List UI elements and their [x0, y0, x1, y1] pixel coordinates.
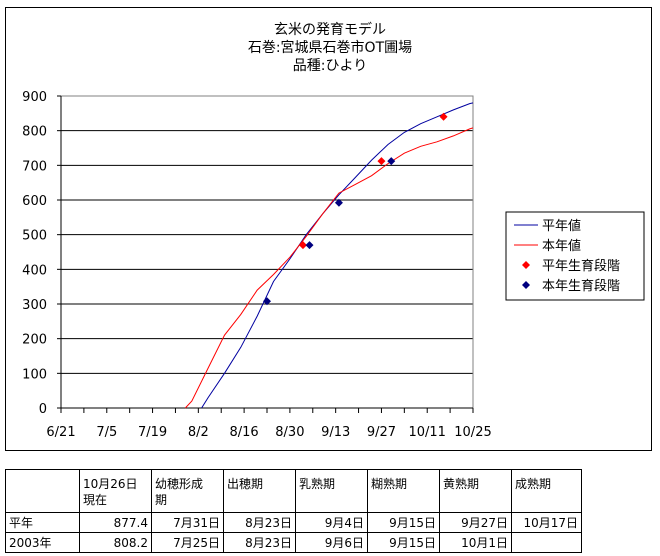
table-header-cell: 10月26日 現在 [79, 469, 152, 513]
table-cell: 808.2 [79, 532, 152, 553]
plot-area [60, 95, 474, 409]
stage-marker [298, 241, 307, 250]
header-line: 幼穂形成 [155, 477, 204, 491]
table-cell: 877.4 [79, 512, 152, 533]
y-tick-label: 400 [22, 263, 47, 278]
x-tick-label: 9/13 [321, 425, 350, 440]
table-cell: 7月25日 [151, 532, 224, 553]
table-cell: 9月27日 [439, 512, 512, 533]
stage-marker [439, 112, 448, 121]
y-tick-label: 200 [22, 333, 47, 348]
legend-label: 平年生育段階 [542, 258, 620, 274]
table-cell: 9月4日 [295, 512, 368, 533]
y-tick-label: 700 [22, 159, 47, 174]
chart-title-line-3: 品種:ひより [292, 58, 368, 74]
legend-label: 本年生育段階 [542, 278, 620, 294]
table-header-cell [5, 469, 80, 513]
y-tick-label: 600 [22, 194, 47, 209]
chart-title-line-2: 石巻:宮城県石巻市OT圃場 [247, 40, 413, 56]
growth-stage-table: 10月26日 現在 幼穂形成期 出穂期 乳熟期 糊熟期 黄熟期 成熟期 平年 87… [5, 469, 582, 553]
y-tick-label: 300 [22, 298, 47, 313]
table-cell: 9月15日 [367, 532, 440, 553]
stage-marker [263, 297, 271, 306]
x-tick-label: 7/19 [138, 425, 167, 440]
header-line: 現在 [83, 493, 108, 507]
table-cell: 平年 [5, 512, 80, 533]
table-header-cell: 糊熟期 [367, 469, 440, 513]
legend-swatch [522, 281, 530, 289]
table-cell: 7月31日 [151, 512, 224, 533]
legend-label: 平年値 [542, 218, 581, 234]
stage-marker [305, 241, 314, 250]
table-header-cell: 黄熟期 [439, 469, 512, 513]
legend-label: 本年値 [542, 238, 581, 254]
table-header-row: 10月26日 現在 幼穂形成期 出穂期 乳熟期 糊熟期 黄熟期 成熟期 [5, 469, 582, 513]
y-tick-label: 800 [22, 125, 47, 140]
series-line [201, 102, 474, 409]
stage-marker [377, 157, 386, 166]
x-tick-label: 8/2 [188, 425, 209, 440]
series-line [184, 127, 474, 409]
y-tick-label: 900 [22, 90, 47, 105]
table-cell: 8月23日 [223, 512, 296, 533]
header-line: 10月26日 [83, 477, 138, 491]
table-row: 2003年 808.2 7月25日 8月23日 9月6日 9月15日 10月1日 [5, 532, 582, 553]
table-cell: 10月1日 [439, 532, 512, 553]
x-tick-label: 8/30 [275, 425, 304, 440]
chart-title-line-1: 玄米の発育モデル [274, 22, 386, 38]
table-header-cell: 乳熟期 [295, 469, 368, 513]
y-tick-label: 100 [22, 367, 47, 382]
x-tick-label: 6/21 [46, 425, 75, 440]
x-tick-label: 10/11 [408, 425, 445, 440]
y-tick-label: 500 [22, 229, 47, 244]
stage-marker [334, 198, 343, 207]
x-tick-label: 7/5 [96, 425, 117, 440]
x-tick-label: 10/25 [454, 425, 491, 440]
table-cell: 10月17日 [511, 512, 582, 533]
stage-marker [387, 157, 396, 166]
table-header-cell: 幼穂形成期 [151, 469, 224, 513]
table-cell: 8月23日 [223, 532, 296, 553]
table-cell: 2003年 [5, 532, 80, 553]
table-header-cell: 出穂期 [223, 469, 296, 513]
table-row: 平年 877.4 7月31日 8月23日 9月4日 9月15日 9月27日 10… [5, 512, 582, 533]
table-cell [511, 532, 582, 553]
x-tick-label: 9/27 [367, 425, 396, 440]
legend-swatch [522, 261, 530, 269]
table-header-cell: 成熟期 [511, 469, 582, 513]
table-cell: 9月6日 [295, 532, 368, 553]
x-tick-label: 8/16 [230, 425, 259, 440]
table-cell: 9月15日 [367, 512, 440, 533]
header-line: 期 [155, 493, 168, 507]
y-tick-label: 0 [39, 402, 47, 417]
